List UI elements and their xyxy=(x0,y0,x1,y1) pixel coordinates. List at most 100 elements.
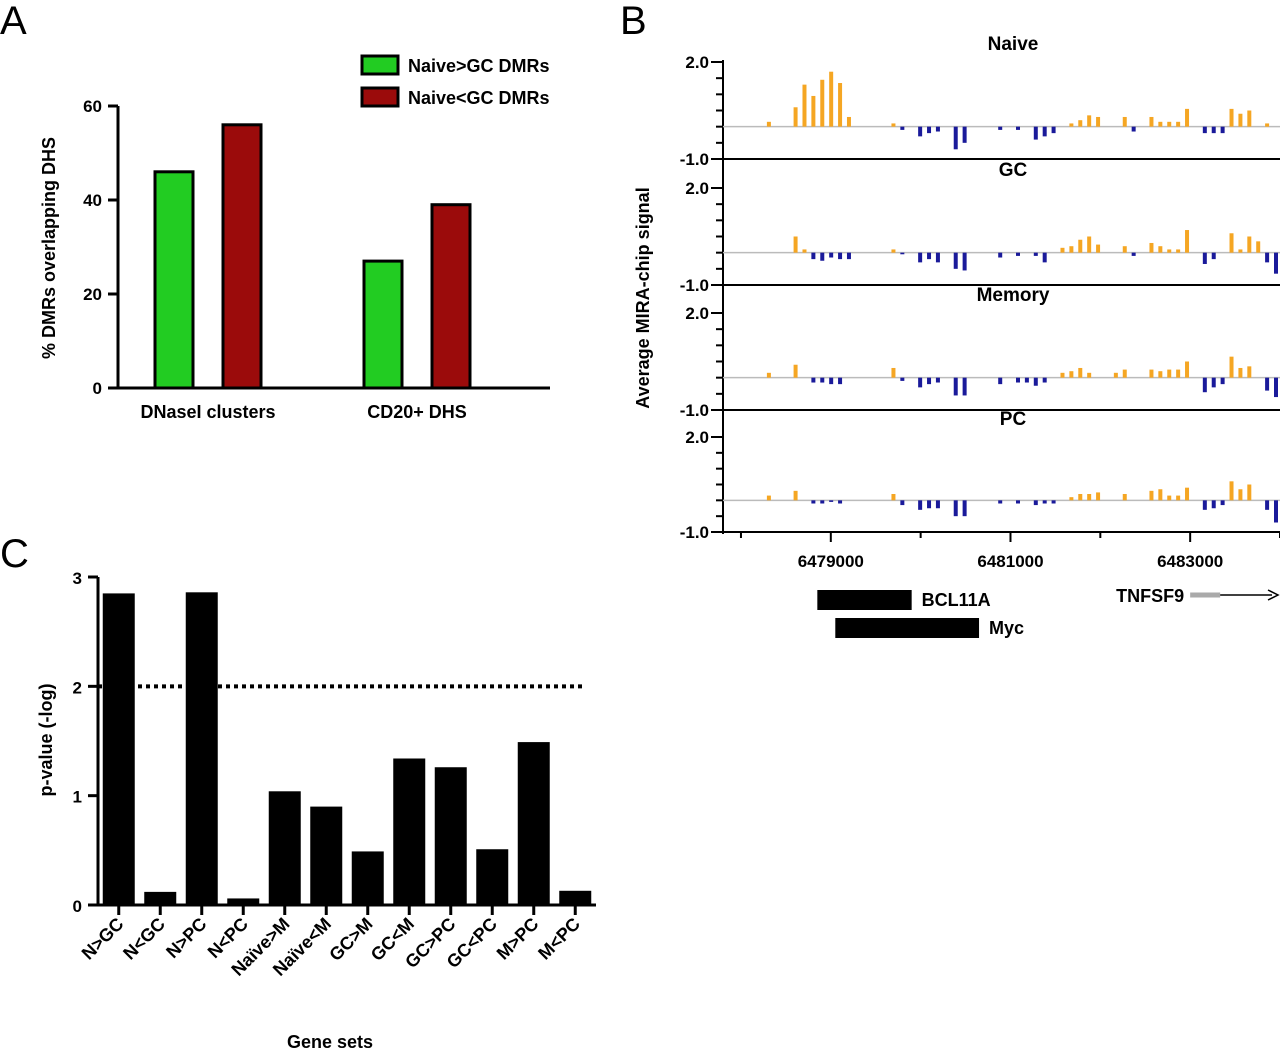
panel-b-signal-bar xyxy=(1087,372,1092,378)
panel-b-signal-bar xyxy=(1247,236,1252,253)
panel-b-signal-bar xyxy=(1078,239,1083,253)
panel-c-category-label: N>GC xyxy=(78,914,128,964)
panel-b-signal-bar xyxy=(1033,377,1038,386)
panel-b-signal-bar xyxy=(962,377,967,396)
panel-b-x-tick-label: 6481000 xyxy=(977,552,1043,571)
panel-b-signal-bar xyxy=(1016,252,1020,256)
panel-b-signal-bar xyxy=(1265,252,1270,263)
panel-b-signal-bar xyxy=(766,372,771,378)
panel-b-signal-bar xyxy=(1087,115,1092,127)
panel-b-signal-bar xyxy=(846,116,851,127)
panel-c-bar xyxy=(559,890,592,905)
panel-b-signal-bar xyxy=(1229,233,1234,253)
panel-b-signal-bar xyxy=(891,494,896,501)
panel-b-signal-bar xyxy=(1185,487,1190,501)
panel-b-signal-bar xyxy=(927,500,932,509)
panel-c-y-tick-label: 3 xyxy=(73,569,82,588)
panel-b-signal-bar xyxy=(935,126,940,132)
panel-c-bar xyxy=(227,898,260,905)
panel-b-signal-bar xyxy=(838,377,843,385)
panel-b-signal-bar xyxy=(1247,484,1252,501)
panel-b-signal-bar xyxy=(820,252,825,261)
panel-b-track-title: PC xyxy=(1000,409,1027,430)
panel-b-signal-bar xyxy=(918,500,923,510)
panel-b-feature-label: Myc xyxy=(989,618,1024,638)
panel-a-bar xyxy=(153,170,195,390)
panel-b-signal-bar xyxy=(1122,369,1127,378)
panel-a-y-tick-label: 20 xyxy=(83,285,102,304)
panel-b-feature-label: BCL11A xyxy=(922,590,991,610)
panel-b-y-tick-label: 2.0 xyxy=(685,428,709,447)
panel-b-signal-bar xyxy=(918,252,923,263)
panel-b-signal-bar xyxy=(953,252,958,269)
panel-b-signal-bar xyxy=(998,377,1003,385)
panel-b-signal-bar xyxy=(829,252,834,258)
panel-b-signal-bar xyxy=(1229,108,1234,127)
panel-b-signal-bar xyxy=(962,500,967,517)
panel-b-signal-bar xyxy=(793,490,798,501)
panel-c-bar-chart: p-value (-log) Gene sets 0 1 2 3 N>GCN<GCN>P… xyxy=(36,569,596,1050)
panel-b-signal-bar xyxy=(998,252,1003,258)
panel-b-signal-bar xyxy=(1042,500,1047,504)
panel-b-signal-bar xyxy=(846,252,851,260)
panel-b-signal-bar xyxy=(935,377,940,383)
panel-c-bar xyxy=(144,891,177,905)
panel-b-signal-bar xyxy=(1247,366,1252,378)
panel-b-signal-bar xyxy=(1158,489,1163,501)
panel-b-signal-bar xyxy=(1069,371,1074,378)
panel-a-bar xyxy=(221,123,263,390)
panel-b-signal-bar xyxy=(838,500,843,504)
panel-b-signal-bar xyxy=(1185,108,1190,127)
panel-b-signal-bar xyxy=(1096,244,1101,253)
panel-c-y-tick-label: 0 xyxy=(73,897,82,916)
panel-b-signal-bar xyxy=(953,377,958,396)
panel-c-bar xyxy=(268,791,301,905)
panel-b-signal-bar xyxy=(1149,116,1154,127)
panel-a-y-tick-label: 60 xyxy=(83,97,102,116)
panel-a-legend-swatch xyxy=(360,86,400,108)
panel-c-category-label: GC>M xyxy=(325,914,376,965)
panel-a-y-tick-label: 40 xyxy=(83,191,102,210)
panel-b-signal-bar xyxy=(811,95,816,127)
panel-b-y-tick-label: -1.0 xyxy=(680,150,709,169)
panel-b-signal-bar xyxy=(829,71,834,127)
panel-b-signal-bar xyxy=(1265,123,1270,127)
panel-b-signal-bar xyxy=(918,126,923,137)
panel-b-track-title: Naive xyxy=(988,34,1039,55)
panel-b-signal-bar xyxy=(793,107,798,127)
panel-b-y-tick-label: -1.0 xyxy=(680,276,709,295)
panel-b-signal-bar xyxy=(1167,369,1172,378)
panel-b-signal-bar xyxy=(927,377,932,385)
panel-b-track-title: GC xyxy=(999,160,1028,181)
panel-a-category-label: CD20+ DHS xyxy=(367,402,467,422)
panel-c-bar xyxy=(517,742,550,905)
panel-b-signal-bar xyxy=(1202,252,1207,264)
panel-b-signal-bar xyxy=(1167,495,1172,501)
panel-b-signal-bar xyxy=(1122,116,1127,127)
panel-b-signal-bar xyxy=(1016,500,1020,504)
panel-c-bar xyxy=(102,593,135,905)
panel-b-signal-bar xyxy=(1149,242,1154,253)
panel-c-bar xyxy=(185,592,218,905)
panel-b-signal-bar xyxy=(1185,361,1190,378)
panel-b-signal-bar xyxy=(1238,367,1243,378)
panel-b-signal-bar xyxy=(802,249,807,253)
panel-b-feature-block xyxy=(835,618,980,638)
panel-b-signal-bar xyxy=(1202,126,1207,134)
panel-b-signal-bar xyxy=(1211,377,1216,388)
panel-b-signal-bar xyxy=(820,500,825,504)
panel-b-signal-bar xyxy=(838,83,843,127)
panel-c-bar xyxy=(393,758,426,905)
panel-c-bar xyxy=(434,767,467,905)
panel-b-feature-block xyxy=(817,590,912,610)
panel-b-signal-bar xyxy=(900,377,905,381)
panel-b-signal-bar xyxy=(1274,500,1278,523)
panel-c-category-label: N>PC xyxy=(162,914,210,962)
panel-b-signal-bar xyxy=(1229,356,1234,378)
panel-b-signal-bar xyxy=(1149,369,1154,378)
panel-b-signal-bar xyxy=(1078,120,1083,127)
panel-b-x-tick-label: 6479000 xyxy=(798,552,864,571)
panel-b-signal-bar xyxy=(962,126,967,143)
panel-b-signal-bar xyxy=(1087,236,1092,253)
panel-b-signal-bar xyxy=(1051,500,1056,504)
